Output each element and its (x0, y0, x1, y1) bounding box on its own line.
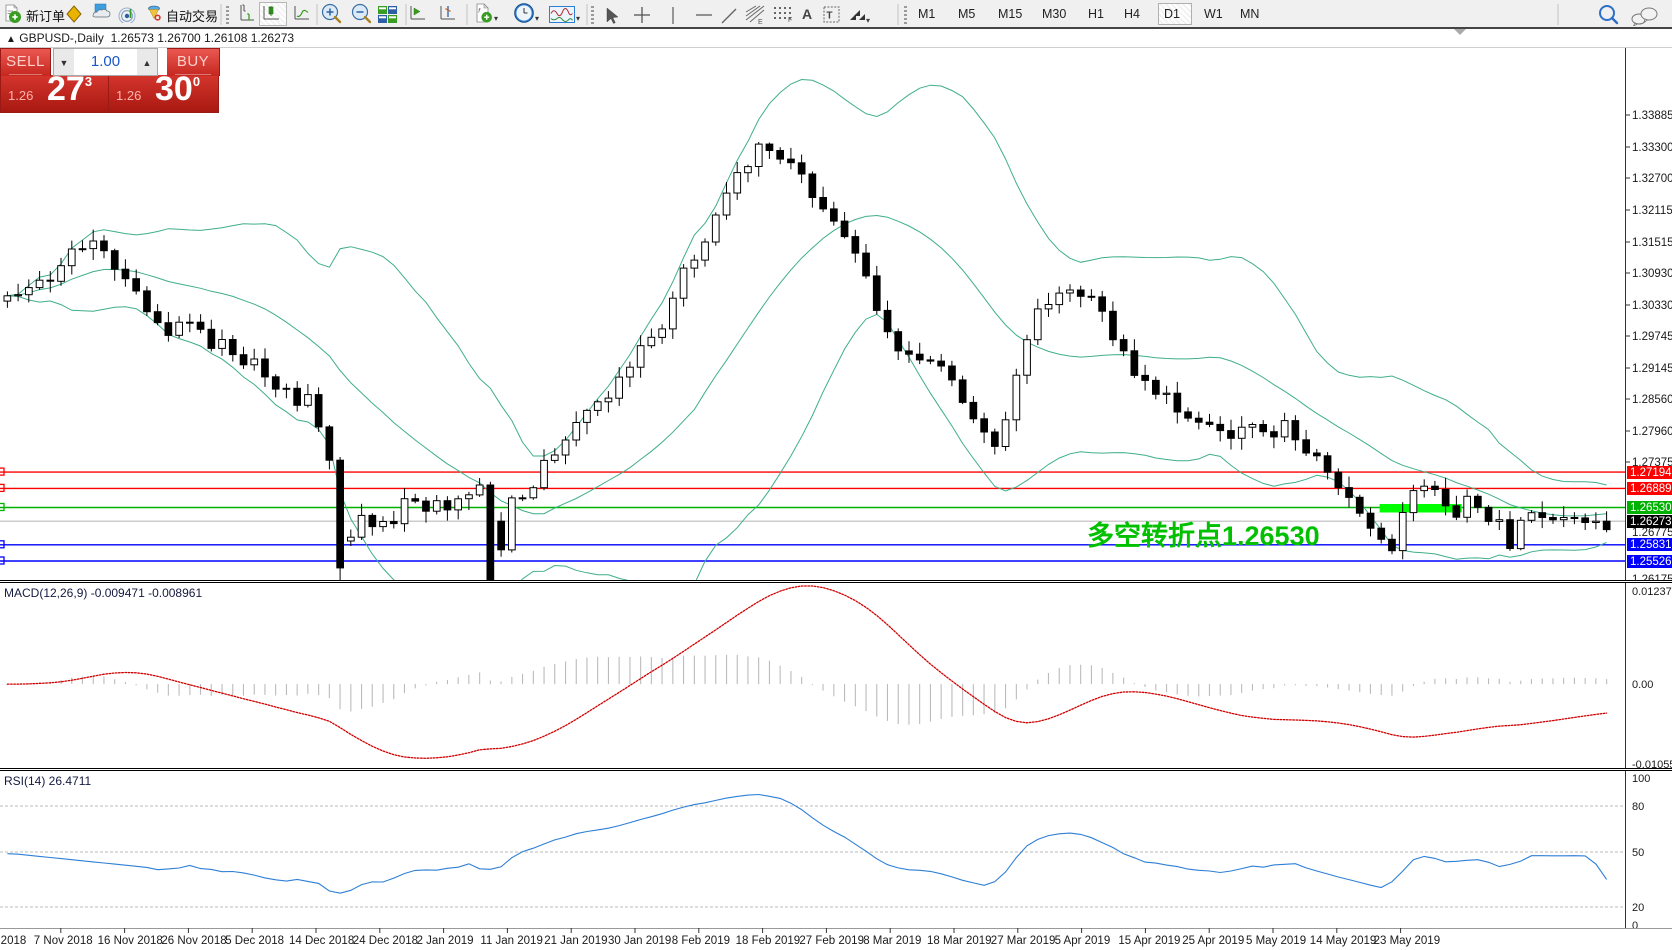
svg-text:多空转折点1.26530: 多空转折点1.26530 (1087, 520, 1320, 551)
svg-text:7 Nov 2018: 7 Nov 2018 (34, 935, 93, 947)
svg-text:15 Apr 2019: 15 Apr 2019 (1118, 935, 1180, 947)
svg-text:23 May 2019: 23 May 2019 (1374, 935, 1441, 947)
svg-text:1.27194: 1.27194 (1630, 467, 1672, 479)
svg-text:5 Dec 2018: 5 Dec 2018 (225, 935, 284, 947)
svg-text:E: E (758, 19, 763, 26)
svg-text:1.31515: 1.31515 (1632, 237, 1672, 249)
svg-text:1.30930: 1.30930 (1632, 268, 1672, 280)
svg-text:▾: ▾ (866, 16, 870, 25)
svg-text:1.33300: 1.33300 (1632, 142, 1672, 154)
svg-text:1.27960: 1.27960 (1632, 426, 1672, 438)
svg-text:80: 80 (1632, 801, 1644, 813)
svg-text:1.33885: 1.33885 (1632, 110, 1672, 122)
svg-text:1.32700: 1.32700 (1632, 173, 1672, 185)
svg-text:1.25831: 1.25831 (1630, 539, 1672, 551)
svg-text:1.25526: 1.25526 (1630, 556, 1672, 568)
svg-text:21 Jan 2019: 21 Jan 2019 (544, 935, 607, 947)
svg-text:18 Feb 2019: 18 Feb 2019 (736, 935, 801, 947)
svg-text:1.29745: 1.29745 (1632, 331, 1672, 343)
svg-text:50: 50 (1632, 847, 1644, 859)
svg-text:1.26530: 1.26530 (1630, 502, 1672, 514)
svg-text:24 Dec 2018: 24 Dec 2018 (353, 935, 418, 947)
svg-text:26 Nov 2018: 26 Nov 2018 (161, 935, 226, 947)
svg-text:T: T (826, 11, 832, 22)
svg-text:8 Mar 2019: 8 Mar 2019 (863, 935, 921, 947)
svg-text:1.26889: 1.26889 (1630, 483, 1672, 495)
svg-text:1.30330: 1.30330 (1632, 300, 1672, 312)
svg-text:0.01237: 0.01237 (1632, 586, 1672, 598)
svg-text:18 Mar 2019: 18 Mar 2019 (927, 935, 992, 947)
svg-text:27 Mar 2019: 27 Mar 2019 (991, 935, 1056, 947)
svg-text:1.26775: 1.26775 (1632, 527, 1672, 539)
svg-text:5 Apr 2019: 5 Apr 2019 (1055, 935, 1111, 947)
svg-text:-0.010553: -0.010553 (1632, 759, 1672, 768)
svg-text:27 Feb 2019: 27 Feb 2019 (799, 935, 864, 947)
svg-text:1.28560: 1.28560 (1632, 394, 1672, 406)
svg-text:9 Oct 2018: 9 Oct 2018 (0, 935, 26, 947)
svg-text:1.32115: 1.32115 (1632, 205, 1672, 217)
svg-text:0: 0 (1632, 920, 1638, 928)
svg-text:20: 20 (1632, 902, 1644, 914)
svg-text:F: F (788, 17, 792, 23)
svg-text:14 May 2019: 14 May 2019 (1310, 935, 1377, 947)
svg-text:5 May 2019: 5 May 2019 (1246, 935, 1306, 947)
svg-text:25 Apr 2019: 25 Apr 2019 (1182, 935, 1244, 947)
svg-text:16 Nov 2018: 16 Nov 2018 (98, 935, 163, 947)
svg-text:1.26273: 1.26273 (1630, 516, 1672, 528)
svg-text:100: 100 (1632, 773, 1650, 785)
svg-text:2 Jan 2019: 2 Jan 2019 (417, 935, 474, 947)
svg-text:8 Feb 2019: 8 Feb 2019 (672, 935, 730, 947)
svg-text:11 Jan 2019: 11 Jan 2019 (480, 935, 542, 947)
svg-text:30 Jan 2019: 30 Jan 2019 (608, 935, 671, 947)
svg-text:1.29145: 1.29145 (1632, 363, 1672, 375)
svg-text:0.00: 0.00 (1632, 679, 1653, 691)
svg-text:14 Dec 2018: 14 Dec 2018 (289, 935, 354, 947)
